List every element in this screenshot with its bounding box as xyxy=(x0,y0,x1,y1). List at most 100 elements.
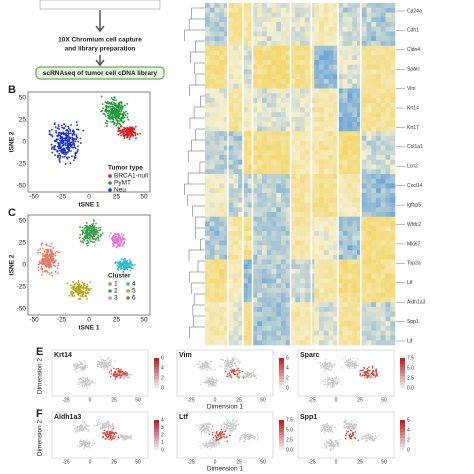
cell-dot xyxy=(74,147,77,150)
heatmap-cell xyxy=(314,250,320,256)
colorbar xyxy=(154,376,159,380)
heatmap-cell xyxy=(371,335,377,341)
cell-dot xyxy=(42,258,45,261)
heatmap-cell xyxy=(262,240,268,246)
heatmap-cell xyxy=(228,22,234,28)
heatmap-cell xyxy=(385,245,391,251)
heatmap-cell xyxy=(357,231,363,237)
heatmap-cell xyxy=(371,3,377,9)
heatmap-cell xyxy=(233,50,239,56)
cell-dot xyxy=(37,249,40,252)
heatmap-cell xyxy=(271,117,277,123)
heatmap-cell xyxy=(304,330,310,336)
cell-dot xyxy=(126,116,129,119)
heatmap-cell xyxy=(371,31,377,37)
heatmap-cell xyxy=(333,278,339,284)
heatmap-cell xyxy=(347,93,353,99)
heatmap-cell xyxy=(333,136,339,142)
cell-dot xyxy=(107,367,109,369)
heatmap-cell xyxy=(290,79,296,85)
heatmap-cell xyxy=(224,117,230,123)
cell-dot xyxy=(76,136,79,139)
heatmap-cell xyxy=(304,259,310,265)
heatmap-cell xyxy=(262,131,268,137)
heatmap-cell xyxy=(342,240,348,246)
cell-dot xyxy=(56,156,59,159)
heatmap-cell xyxy=(290,326,296,332)
heatmap-cell xyxy=(228,140,234,146)
heatmap-cell xyxy=(266,102,272,108)
heatmap-cell xyxy=(347,264,353,270)
heatmap-cell xyxy=(238,126,244,132)
heatmap-cell xyxy=(295,330,301,336)
cell-dot xyxy=(67,142,70,145)
heatmap-cell xyxy=(333,112,339,118)
legend-label: Neu xyxy=(114,187,126,194)
heatmap-cell xyxy=(252,7,258,13)
heatmap-cell xyxy=(219,60,225,66)
heatmap-cell xyxy=(238,79,244,85)
cell-dot xyxy=(112,101,115,104)
heatmap-cell xyxy=(290,117,296,123)
heatmap-cell xyxy=(219,64,225,70)
cell-dot xyxy=(104,122,107,124)
heatmap-cell xyxy=(385,202,391,208)
heatmap-cell xyxy=(338,12,344,18)
cell-dot xyxy=(76,150,79,153)
heatmap-cell xyxy=(361,140,367,146)
heatmap-cell xyxy=(290,36,296,42)
heatmap-cell xyxy=(342,155,348,161)
heatmap-cell xyxy=(290,131,296,137)
heatmap-cell xyxy=(390,145,396,151)
heatmap-cell xyxy=(333,140,339,146)
heatmap-cell xyxy=(262,264,268,270)
heatmap-cell xyxy=(323,197,329,203)
heatmap-cell xyxy=(271,145,277,151)
heatmap-cell xyxy=(333,302,339,308)
heatmap-cell xyxy=(304,88,310,94)
heatmap-cell xyxy=(300,98,306,104)
heatmap-cell xyxy=(342,112,348,118)
cell-dot xyxy=(120,134,122,137)
heatmap-cell xyxy=(300,3,306,9)
heatmap-cell xyxy=(347,302,353,308)
heatmap-cell xyxy=(252,26,258,32)
heatmap-cell xyxy=(238,216,244,222)
cell-dot xyxy=(99,356,101,358)
heatmap-cell xyxy=(233,226,239,232)
cell-dot xyxy=(99,364,101,366)
heatmap-cell xyxy=(214,240,220,246)
legend-label: 6 xyxy=(132,295,136,302)
heatmap-cell xyxy=(390,26,396,32)
heatmap-cell xyxy=(300,7,306,13)
heatmap-cell xyxy=(219,330,225,336)
heatmap-cell xyxy=(238,159,244,165)
heatmap-cell xyxy=(342,126,348,132)
heatmap-cell xyxy=(338,292,344,298)
heatmap-cell xyxy=(342,292,348,298)
heatmap-cell xyxy=(209,264,215,270)
heatmap-cell xyxy=(390,74,396,80)
heatmap-cell xyxy=(224,174,230,180)
heatmap-cell xyxy=(262,235,268,241)
heatmap-cell xyxy=(238,22,244,28)
heatmap-cell xyxy=(380,335,386,341)
heatmap-cell xyxy=(371,164,377,170)
heatmap-cell xyxy=(380,297,386,303)
heatmap-cell xyxy=(285,140,291,146)
cell-dot xyxy=(83,292,85,295)
heatmap-cell xyxy=(328,335,334,341)
cell-dot xyxy=(201,364,203,366)
heatmap-cell xyxy=(323,302,329,308)
cell-dot xyxy=(74,140,77,143)
heatmap-cell xyxy=(323,22,329,28)
heatmap-cell xyxy=(380,288,386,294)
heatmap-cell xyxy=(300,150,306,156)
y-tick-label: 0 xyxy=(22,139,26,146)
heatmap-cell xyxy=(357,202,363,208)
cell-dot xyxy=(74,363,76,366)
cell-dot xyxy=(82,129,85,132)
heatmap-cell xyxy=(214,3,220,9)
heatmap-cell xyxy=(347,216,353,222)
heatmap-cell xyxy=(290,174,296,180)
